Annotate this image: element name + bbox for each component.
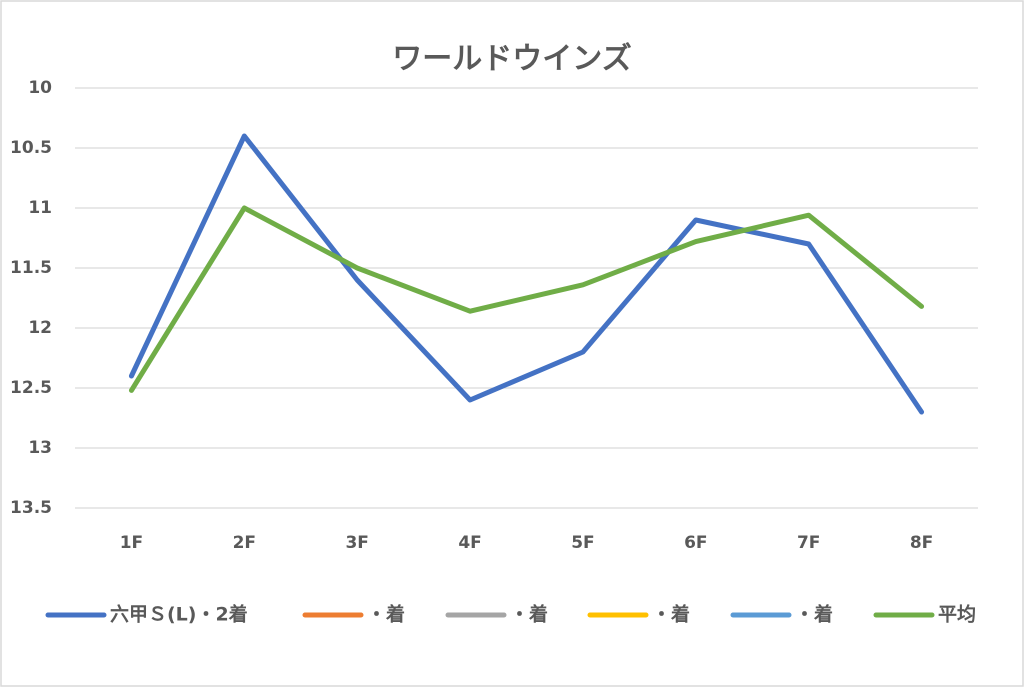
chart-title: ワールドウインズ (392, 42, 631, 77)
y-tick-label: 13.5 (10, 498, 52, 518)
x-tick-label: 5F (571, 533, 594, 553)
legend-label: 平均 (938, 603, 976, 626)
series-line (128, 205, 925, 393)
legend-label: ・着 (510, 603, 548, 626)
y-tick-label: 10.5 (10, 138, 52, 158)
legend-label: ・着 (795, 603, 833, 626)
x-tick-label: 6F (684, 533, 707, 553)
legend-label: 六甲Ｓ(L)・2着 (110, 603, 248, 626)
y-tick-label: 10 (28, 78, 52, 98)
x-tick-label: 2F (233, 533, 256, 553)
x-tick-label: 3F (345, 533, 368, 553)
legend-label: ・着 (652, 603, 690, 626)
y-tick-label: 11 (28, 198, 52, 218)
series-line (128, 133, 925, 415)
y-tick-label: 12 (28, 318, 52, 338)
y-tick-label: 11.5 (10, 258, 52, 278)
legend-label: ・着 (367, 603, 405, 626)
x-tick-label: 7F (797, 533, 820, 553)
x-tick-label: 1F (120, 533, 143, 553)
x-tick-label: 4F (458, 533, 481, 553)
x-tick-label: 8F (910, 533, 933, 553)
y-tick-label: 12.5 (10, 378, 52, 398)
y-tick-label: 13 (28, 438, 52, 458)
